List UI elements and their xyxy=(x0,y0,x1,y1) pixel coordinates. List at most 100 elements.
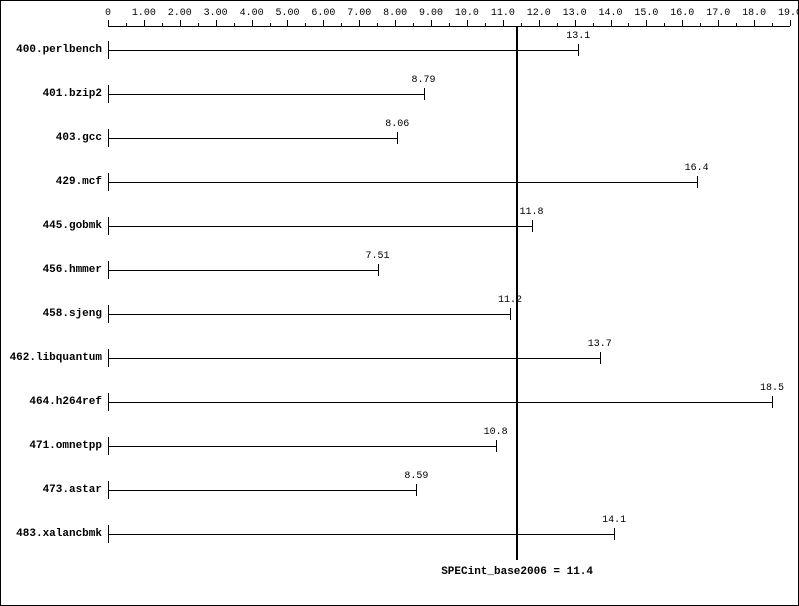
x-major-tick xyxy=(108,20,109,26)
x-minor-tick xyxy=(270,23,271,26)
x-tick-label: 3.00 xyxy=(204,8,228,19)
benchmark-bar xyxy=(108,182,697,183)
x-minor-tick xyxy=(772,23,773,26)
benchmark-label: 403.gcc xyxy=(0,132,102,144)
bar-end-tick xyxy=(424,88,425,100)
bar-start-tick xyxy=(108,261,109,279)
benchmark-value-label: 8.59 xyxy=(404,471,428,482)
bar-end-tick xyxy=(600,352,601,364)
x-minor-tick xyxy=(521,23,522,26)
benchmark-bar xyxy=(108,534,614,535)
x-minor-tick xyxy=(664,23,665,26)
x-minor-tick xyxy=(341,23,342,26)
bar-start-tick xyxy=(108,437,109,455)
x-major-tick xyxy=(216,20,217,26)
x-minor-tick xyxy=(628,23,629,26)
x-tick-label: 10.0 xyxy=(455,8,479,19)
bar-end-tick xyxy=(614,528,615,540)
x-major-tick xyxy=(646,20,647,26)
x-major-tick xyxy=(431,20,432,26)
benchmark-value-label: 7.51 xyxy=(366,251,390,262)
bar-end-tick xyxy=(532,220,533,232)
x-minor-tick xyxy=(413,23,414,26)
benchmark-value-label: 16.4 xyxy=(685,163,709,174)
x-minor-tick xyxy=(126,23,127,26)
x-minor-tick xyxy=(485,23,486,26)
x-minor-tick xyxy=(700,23,701,26)
benchmark-value-label: 13.1 xyxy=(566,31,590,42)
x-major-tick xyxy=(323,20,324,26)
x-minor-tick xyxy=(162,23,163,26)
benchmark-bar xyxy=(108,226,532,227)
benchmark-value-label: 14.1 xyxy=(602,515,626,526)
benchmark-value-label: 8.79 xyxy=(411,75,435,86)
benchmark-value-label: 10.8 xyxy=(484,427,508,438)
x-tick-label: 14.0 xyxy=(599,8,623,19)
bar-start-tick xyxy=(108,217,109,235)
x-tick-label: 8.00 xyxy=(383,8,407,19)
benchmark-bar xyxy=(108,138,397,139)
x-tick-label: 15.0 xyxy=(634,8,658,19)
benchmark-value-label: 11.8 xyxy=(520,207,544,218)
x-major-tick xyxy=(395,20,396,26)
aggregate-score-label: SPECint_base2006 = 11.4 xyxy=(441,566,593,578)
x-major-tick xyxy=(754,20,755,26)
x-tick-label: 2.00 xyxy=(168,8,192,19)
chart-border xyxy=(0,0,799,606)
x-tick-label: 9.00 xyxy=(419,8,443,19)
x-major-tick xyxy=(252,20,253,26)
benchmark-label: 401.bzip2 xyxy=(0,88,102,100)
benchmark-bar xyxy=(108,402,772,403)
benchmark-value-label: 11.2 xyxy=(498,295,522,306)
x-major-tick xyxy=(718,20,719,26)
bar-end-tick xyxy=(578,44,579,56)
benchmark-value-label: 8.06 xyxy=(385,119,409,130)
bar-end-tick xyxy=(772,396,773,408)
x-major-tick xyxy=(359,20,360,26)
bar-end-tick xyxy=(697,176,698,188)
benchmark-bar xyxy=(108,270,378,271)
bar-start-tick xyxy=(108,349,109,367)
bar-end-tick xyxy=(397,132,398,144)
bar-start-tick xyxy=(108,305,109,323)
x-major-tick xyxy=(790,20,791,26)
x-tick-label: 17.0 xyxy=(706,8,730,19)
x-axis-line xyxy=(108,26,790,27)
x-major-tick xyxy=(287,20,288,26)
x-minor-tick xyxy=(593,23,594,26)
benchmark-value-label: 18.5 xyxy=(760,383,784,394)
x-major-tick xyxy=(180,20,181,26)
benchmark-bar xyxy=(108,50,578,51)
benchmark-label: 445.gobmk xyxy=(0,220,102,232)
benchmark-label: 471.omnetpp xyxy=(0,440,102,452)
x-major-tick xyxy=(144,20,145,26)
benchmark-bar xyxy=(108,314,510,315)
benchmark-label: 473.astar xyxy=(0,484,102,496)
bar-end-tick xyxy=(416,484,417,496)
x-major-tick xyxy=(575,20,576,26)
benchmark-label: 456.hmmer xyxy=(0,264,102,276)
x-tick-label: 7.00 xyxy=(347,8,371,19)
x-minor-tick xyxy=(198,23,199,26)
reference-line xyxy=(516,26,518,560)
x-tick-label: 13.0 xyxy=(563,8,587,19)
x-minor-tick xyxy=(377,23,378,26)
benchmark-label: 458.sjeng xyxy=(0,308,102,320)
bar-start-tick xyxy=(108,481,109,499)
x-major-tick xyxy=(467,20,468,26)
bar-start-tick xyxy=(108,41,109,59)
x-minor-tick xyxy=(557,23,558,26)
bar-start-tick xyxy=(108,393,109,411)
x-minor-tick xyxy=(449,23,450,26)
bar-end-tick xyxy=(510,308,511,320)
x-tick-label: 4.00 xyxy=(240,8,264,19)
bar-start-tick xyxy=(108,525,109,543)
x-major-tick xyxy=(539,20,540,26)
x-tick-label: 5.00 xyxy=(275,8,299,19)
bar-end-tick xyxy=(496,440,497,452)
bar-start-tick xyxy=(108,173,109,191)
benchmark-label: 483.xalancbmk xyxy=(0,528,102,540)
x-tick-label: 19.0 xyxy=(778,8,799,19)
benchmark-bar xyxy=(108,490,416,491)
bar-start-tick xyxy=(108,129,109,147)
